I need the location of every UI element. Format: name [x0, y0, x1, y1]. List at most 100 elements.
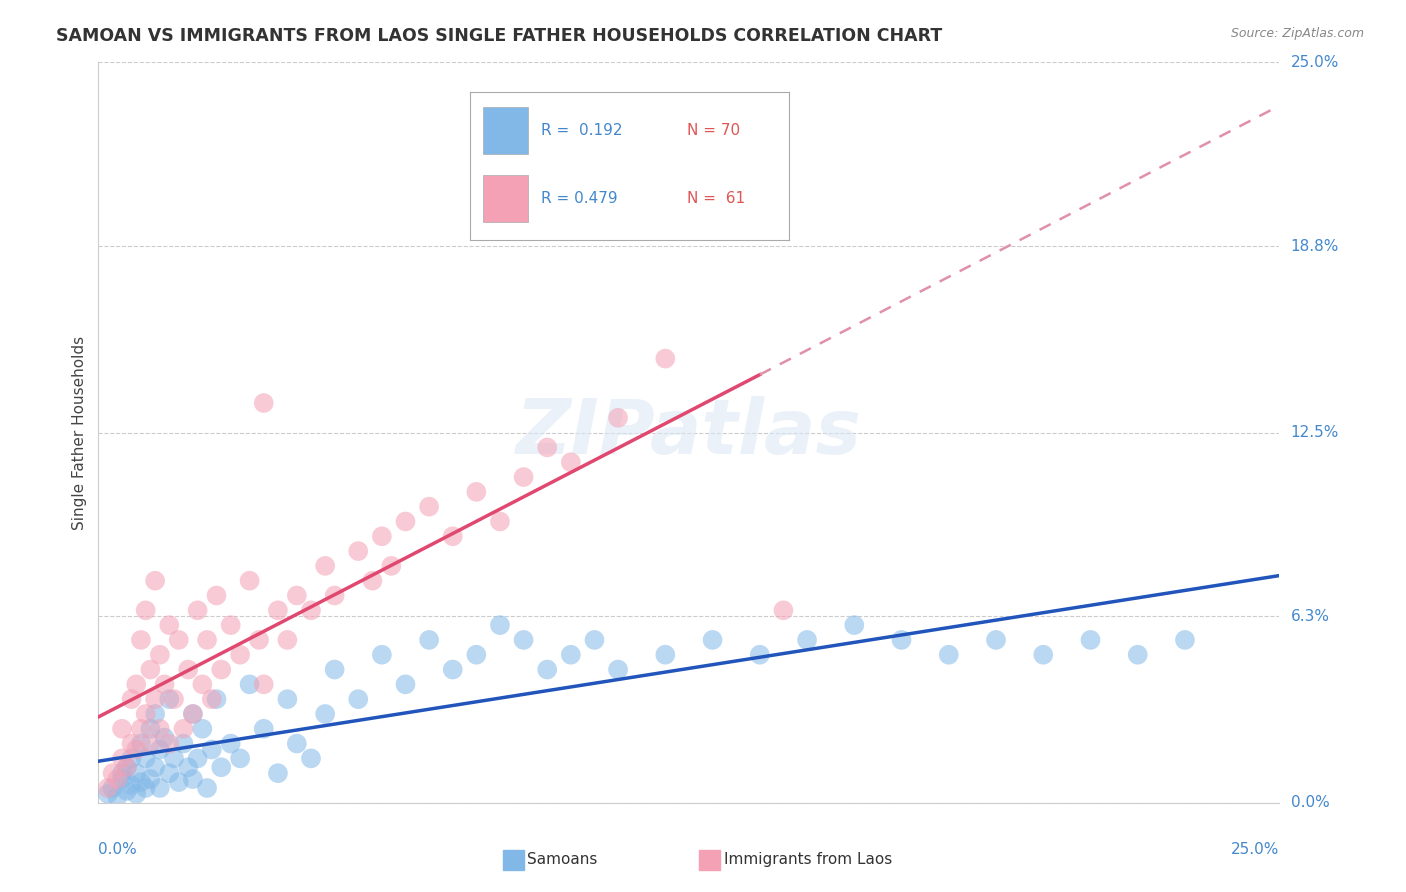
Point [121, 751, 143, 765]
Point [607, 663, 630, 677]
Point [111, 766, 134, 780]
Point [984, 632, 1007, 647]
Point [209, 760, 232, 774]
Point [299, 751, 322, 765]
Point [371, 648, 394, 662]
Point [105, 789, 128, 804]
Point [101, 780, 124, 795]
Point [129, 737, 152, 751]
Point [139, 737, 162, 751]
Point [512, 470, 534, 484]
Point [205, 589, 228, 603]
Point [465, 648, 488, 662]
Point [177, 760, 200, 774]
Point [125, 742, 148, 756]
Point [157, 618, 180, 632]
Point [191, 722, 214, 736]
Point [129, 632, 152, 647]
Point [111, 772, 134, 786]
Point [253, 677, 276, 691]
Point [844, 618, 866, 632]
Point [253, 722, 276, 736]
Text: Source: ZipAtlas.com: Source: ZipAtlas.com [1230, 27, 1364, 40]
Point [121, 692, 143, 706]
Text: 0.0%: 0.0% [98, 842, 138, 856]
Point [1080, 632, 1102, 647]
Point [143, 692, 166, 706]
Point [1174, 632, 1197, 647]
Point [361, 574, 384, 588]
Point [97, 780, 120, 795]
Point [267, 603, 290, 617]
Point [163, 692, 186, 706]
Point [153, 731, 176, 745]
Point [441, 663, 464, 677]
Point [219, 737, 242, 751]
Point [172, 737, 194, 751]
Text: SAMOAN VS IMMIGRANTS FROM LAOS SINGLE FATHER HOUSEHOLDS CORRELATION CHART: SAMOAN VS IMMIGRANTS FROM LAOS SINGLE FA… [56, 27, 942, 45]
Point [115, 784, 138, 798]
Point [201, 692, 224, 706]
Point [247, 632, 270, 647]
Point [157, 692, 180, 706]
Point [583, 632, 606, 647]
Point [489, 515, 512, 529]
Point [201, 742, 224, 756]
Point [394, 677, 416, 691]
Point [607, 410, 630, 425]
Point [314, 706, 336, 721]
Point [1032, 648, 1054, 662]
Point [163, 751, 186, 765]
Point [143, 574, 166, 588]
Point [229, 751, 252, 765]
Point [654, 648, 676, 662]
Point [536, 663, 558, 677]
Point [276, 692, 298, 706]
Text: 25.0%: 25.0% [1232, 842, 1279, 856]
Point [125, 787, 148, 801]
Point [347, 692, 370, 706]
Point [323, 663, 346, 677]
Point [167, 632, 190, 647]
Point [314, 558, 336, 573]
Point [129, 722, 152, 736]
Point [560, 455, 582, 469]
Point [380, 558, 402, 573]
Point [748, 648, 770, 662]
Point [153, 677, 176, 691]
Text: 18.8%: 18.8% [1291, 238, 1339, 253]
Point [418, 500, 440, 514]
Point [149, 722, 172, 736]
Point [796, 632, 818, 647]
Point [139, 722, 162, 736]
Point [143, 760, 166, 774]
Point [167, 775, 190, 789]
Point [149, 780, 172, 795]
Point [129, 775, 152, 789]
Point [205, 692, 228, 706]
Point [111, 722, 134, 736]
Point [239, 677, 262, 691]
Point [149, 648, 172, 662]
Point [285, 589, 308, 603]
Text: ZIPatlas: ZIPatlas [516, 396, 862, 469]
Point [157, 737, 180, 751]
Point [219, 618, 242, 632]
Point [394, 515, 416, 529]
Point [772, 603, 794, 617]
Point [702, 632, 724, 647]
Point [253, 396, 276, 410]
Point [276, 632, 298, 647]
Text: Immigrants from Laos: Immigrants from Laos [724, 853, 891, 867]
Point [536, 441, 558, 455]
Point [121, 737, 143, 751]
Point [181, 706, 204, 721]
Y-axis label: Single Father Households: Single Father Households [72, 335, 87, 530]
Point [371, 529, 394, 543]
Point [347, 544, 370, 558]
Point [512, 632, 534, 647]
Point [465, 484, 488, 499]
Point [149, 742, 172, 756]
Point [938, 648, 960, 662]
Point [105, 772, 128, 786]
